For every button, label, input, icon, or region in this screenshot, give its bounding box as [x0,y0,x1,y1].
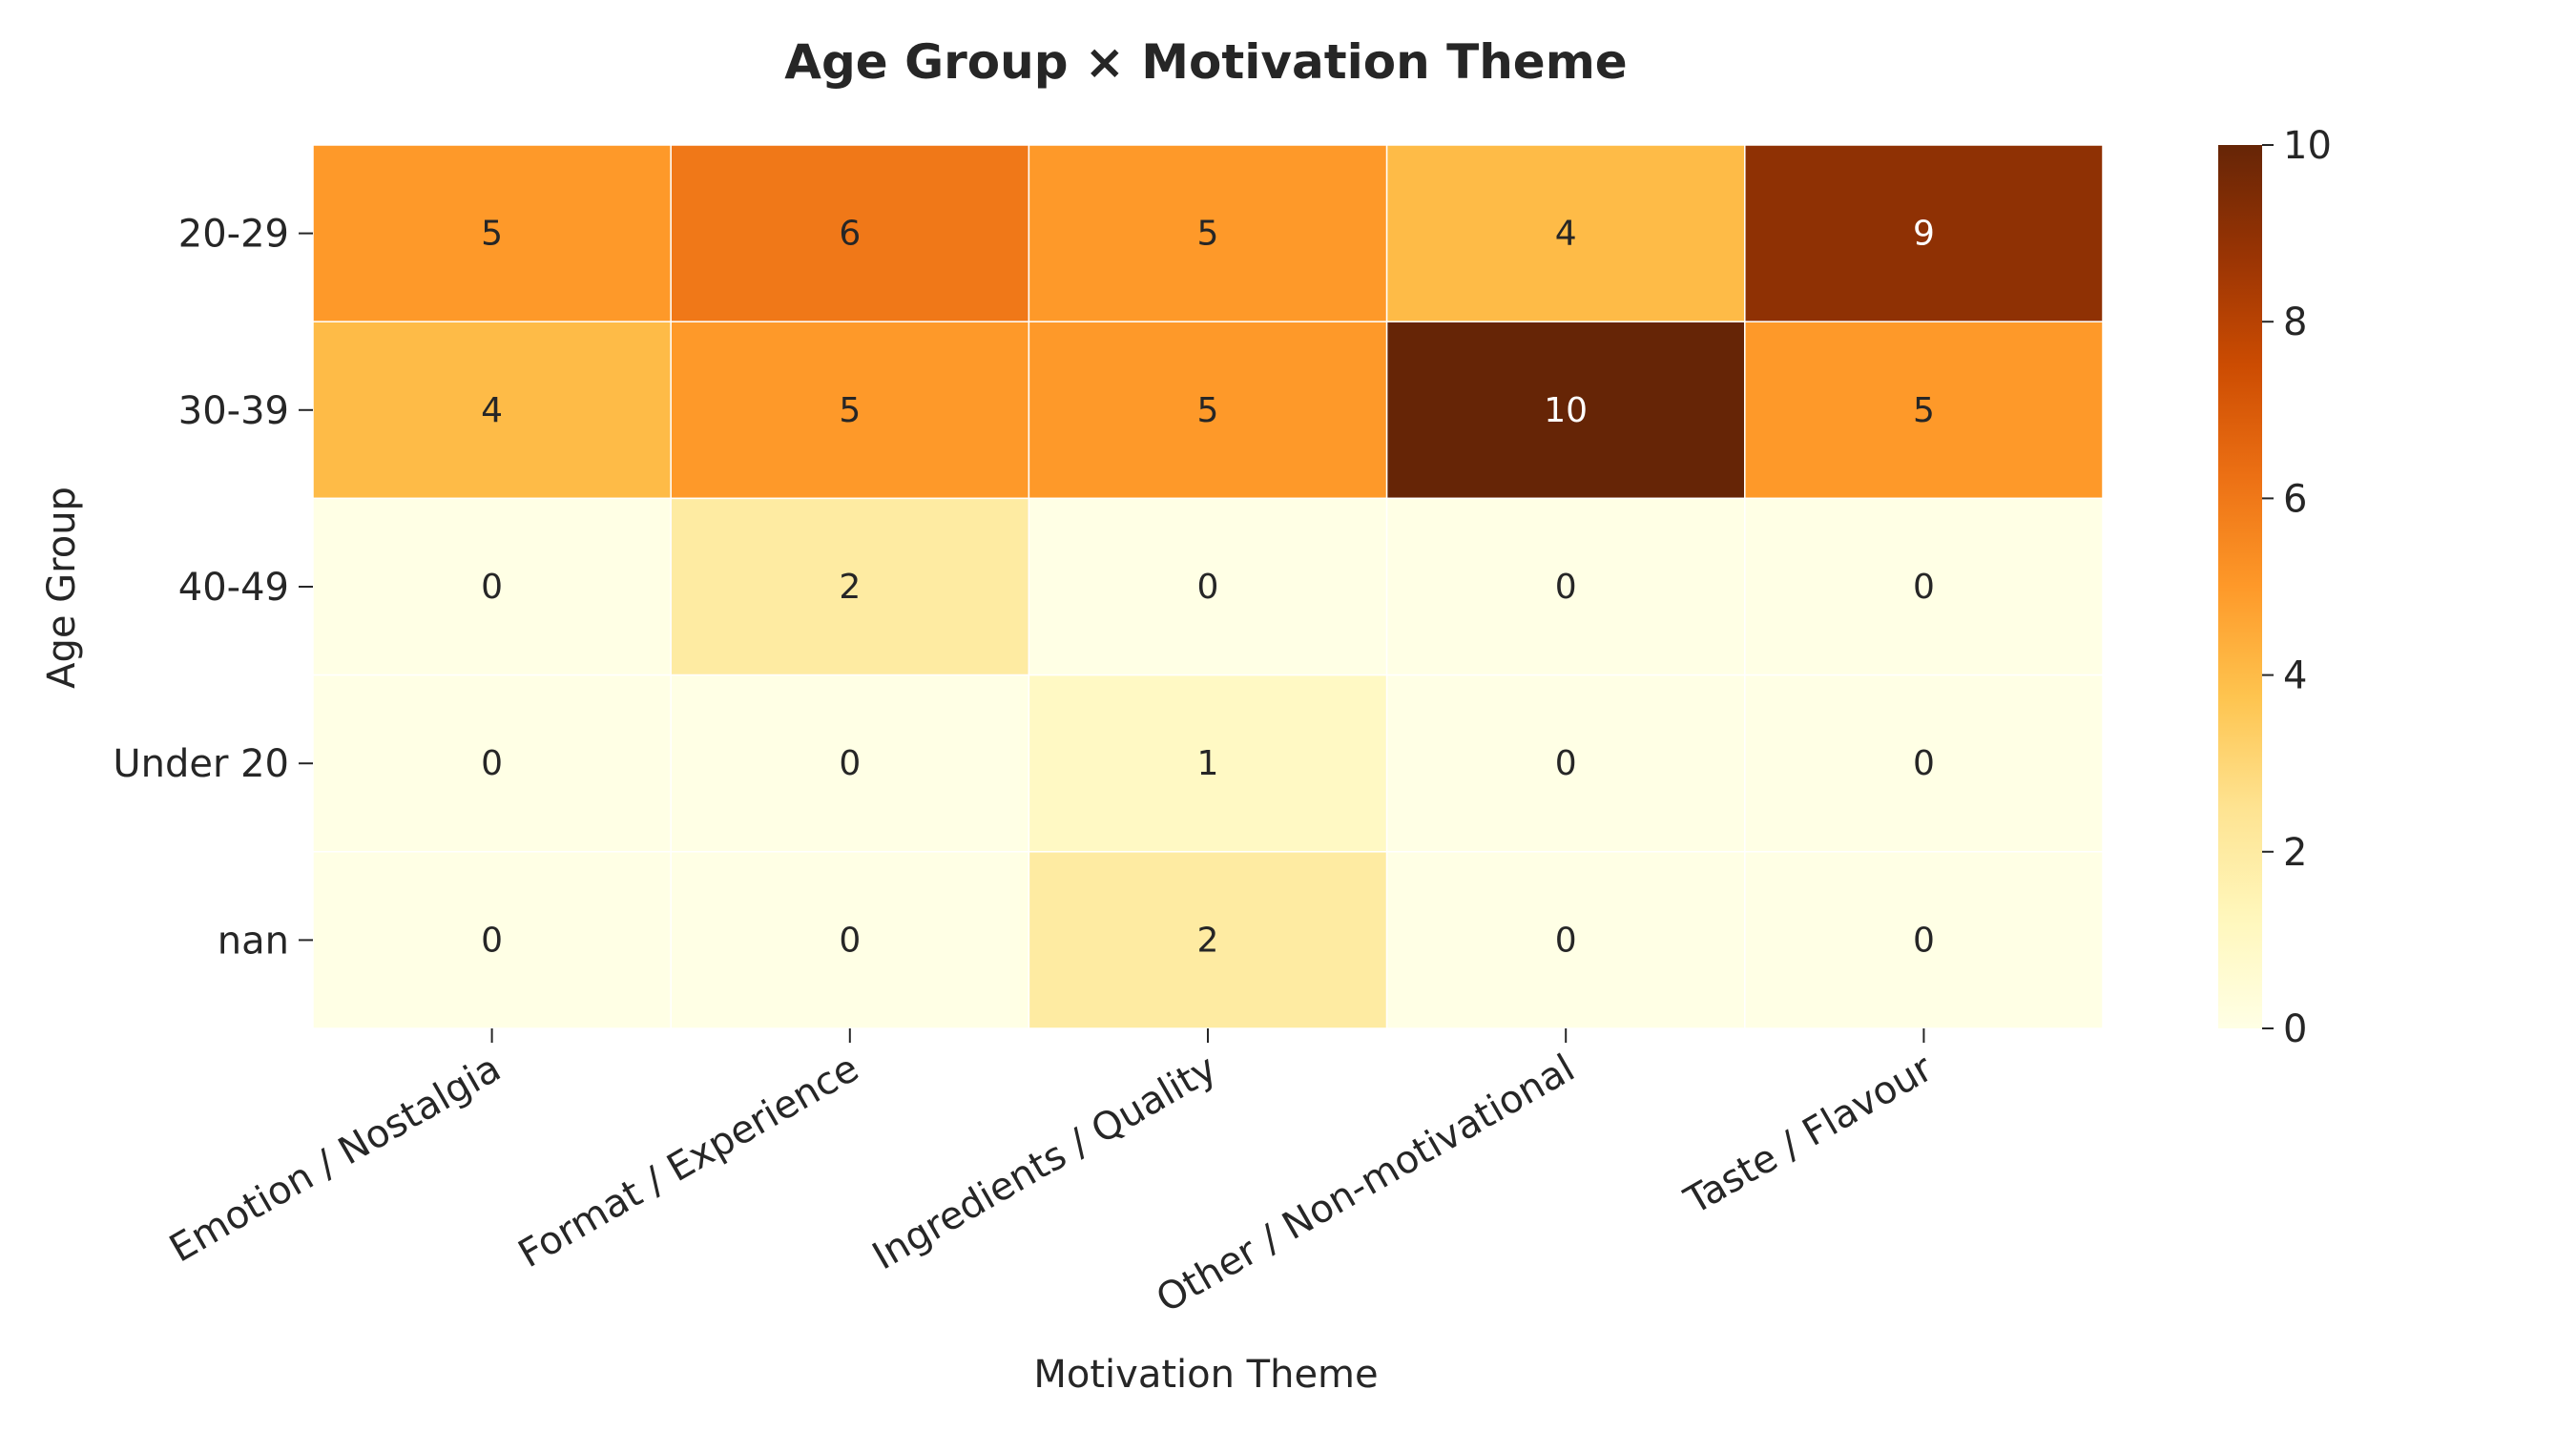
x-tick-label: Ingredients / Quality [865,1047,1224,1279]
cell-value-label: 4 [481,391,503,430]
heatmap-cell [1744,674,2104,853]
colorbar [2218,145,2262,1028]
x-axis-ticks: Emotion / Nostalgia Format / Experience In… [162,1028,1941,1321]
heatmap-cell [1028,321,1388,500]
cell-value-label: 4 [1555,215,1577,254]
cell-value-label: 5 [1197,215,1219,254]
cell-value-label: 0 [481,568,503,607]
heatmap-cell [670,851,1030,1029]
cell-value-label: 0 [839,921,861,960]
y-tick-label: 20-29 [178,213,289,257]
y-tick-label: nan [218,919,289,963]
cell-value-label: 5 [839,391,861,430]
heatmap-cell [1385,144,1746,322]
heatmap-cell [670,497,1030,676]
y-tick-label: 30-39 [178,389,289,433]
heatmap-cell [312,851,672,1029]
heatmap-cell [670,321,1030,500]
cell-value-label: 0 [1913,568,1935,607]
cell-value-label: 2 [1197,921,1219,960]
colorbar-tick-label: 4 [2283,654,2307,698]
colorbar-ticks: 0 2 4 6 8 10 [2262,124,2332,1051]
cell-value-label: 5 [481,215,503,254]
cell-value-label: 1 [1197,744,1219,783]
x-axis-label: Motivation Theme [1033,1353,1378,1397]
heatmap-cell [312,144,672,322]
heatmap-cell [1028,851,1388,1029]
cell-value-label: 6 [839,215,861,254]
x-tick-label: Taste / Flavour [1677,1047,1941,1224]
heatmap-cell [1028,674,1388,853]
chart-title: Age Group × Motivation Theme [784,34,1627,90]
x-tick-label: Format / Experience [511,1047,866,1276]
y-axis-ticks: 20-29 30-39 40-49 Under 20 nan [113,213,313,963]
cell-value-label: 0 [481,744,503,783]
heatmap-cell [312,321,672,500]
heatmap-cell [670,674,1030,853]
heatmap-cell-labels: 5 6 5 4 94 5 5 10 50 2 0 0 00 0 1 0 00 0 2 0 0 [481,215,1935,961]
cell-value-label: 0 [1555,921,1577,960]
y-tick-label: Under 20 [113,742,289,786]
cell-value-label: 0 [1555,568,1577,607]
heatmap-cell [1744,321,2104,500]
heatmap-cell [1744,851,2104,1029]
y-axis-label: Age Group [40,487,84,689]
colorbar-tick-label: 0 [2283,1007,2307,1051]
cell-value-label: 0 [1913,744,1935,783]
heatmap-cell [1385,497,1746,676]
cell-value-label: 0 [1555,744,1577,783]
cell-value-label: 5 [1197,391,1219,430]
cell-value-label: 0 [1913,921,1935,960]
x-tick-label: Emotion / Nostalgia [162,1047,508,1272]
heatmap-cells [312,144,2104,1029]
cell-value-label: 2 [839,568,861,607]
heatmap-cell [670,144,1030,322]
cell-value-label: 10 [1544,391,1588,430]
heatmap-cell [1744,497,2104,676]
cell-value-label: 0 [839,744,861,783]
heatmap-cell [1385,674,1746,853]
cell-value-label: 0 [481,921,503,960]
colorbar-tick-label: 2 [2283,831,2307,875]
heatmap-cell [1028,497,1388,676]
cell-value-label: 0 [1197,568,1219,607]
colorbar-tick-label: 10 [2283,124,2332,168]
heatmap-cell [1744,144,2104,322]
cell-value-label: 5 [1913,391,1935,430]
y-tick-label: 40-49 [178,566,289,610]
colorbar-tick-label: 8 [2283,301,2307,344]
cell-value-label: 9 [1913,215,1935,254]
heatmap-cell [1028,144,1388,322]
colorbar-tick-label: 6 [2283,477,2307,521]
